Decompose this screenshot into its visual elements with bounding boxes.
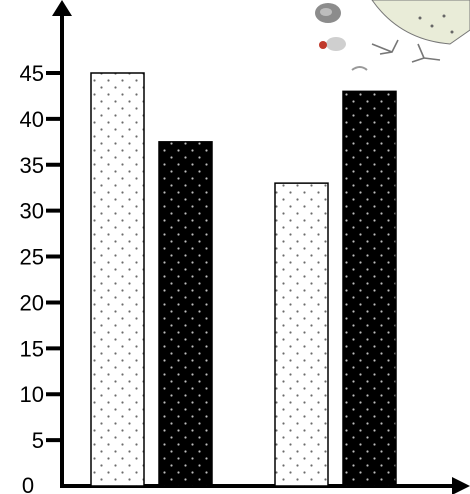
y-tick-label: 5 — [32, 428, 44, 453]
y-axis-arrow-icon — [52, 0, 72, 16]
y-tick-label: 45 — [20, 61, 44, 86]
y-tick-label: 10 — [20, 382, 44, 407]
bird-and-shells-icon — [315, 0, 470, 71]
bars — [90, 72, 397, 487]
y-tick-label: 30 — [20, 199, 44, 224]
y-tick-label: 40 — [20, 107, 44, 132]
bar-series-2-group-1 — [158, 141, 213, 487]
bar-series-1-group-1 — [90, 72, 145, 487]
y-tick-label: 20 — [20, 290, 44, 315]
x-axis-arrow-icon — [452, 477, 470, 494]
bar-series-2-group-2 — [342, 90, 397, 487]
y-ticks: 0 5 10 15 20 25 30 35 40 45 — [20, 61, 64, 494]
y-tick-label: 0 — [22, 473, 34, 494]
y-tick-label: 35 — [20, 153, 44, 178]
y-axis — [52, 0, 72, 486]
y-tick-label: 15 — [20, 336, 44, 361]
y-tick-label: 25 — [20, 245, 44, 270]
bar-series-1-group-2 — [274, 182, 329, 487]
